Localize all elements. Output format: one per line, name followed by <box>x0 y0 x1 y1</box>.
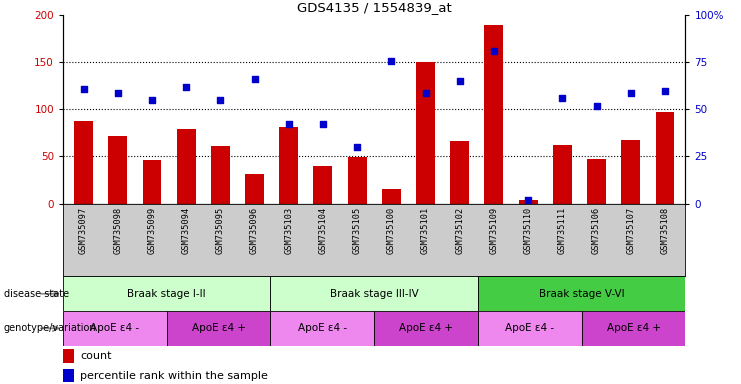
Point <box>556 95 568 101</box>
Text: GSM735106: GSM735106 <box>592 207 601 254</box>
Bar <box>279 127 298 204</box>
Text: Braak stage V-VI: Braak stage V-VI <box>539 289 625 299</box>
Text: GSM735110: GSM735110 <box>524 207 533 254</box>
Point <box>659 88 671 94</box>
Text: GSM735101: GSM735101 <box>421 207 430 254</box>
Text: GSM735096: GSM735096 <box>250 207 259 254</box>
Text: Braak stage I-II: Braak stage I-II <box>127 289 206 299</box>
Bar <box>485 25 503 204</box>
Bar <box>63 276 270 311</box>
Title: GDS4135 / 1554839_at: GDS4135 / 1554839_at <box>297 1 451 14</box>
Bar <box>176 129 196 204</box>
Bar <box>348 157 367 204</box>
Bar <box>63 349 74 363</box>
Text: GSM735108: GSM735108 <box>660 207 669 254</box>
Point <box>488 48 500 54</box>
Text: GSM735100: GSM735100 <box>387 207 396 254</box>
Text: Braak stage III-IV: Braak stage III-IV <box>330 289 419 299</box>
Text: ApoE ε4 -: ApoE ε4 - <box>298 323 347 333</box>
Point <box>248 76 260 83</box>
Bar <box>63 369 74 382</box>
Text: GSM735097: GSM735097 <box>79 207 88 254</box>
Bar <box>587 159 606 204</box>
Text: ApoE ε4 +: ApoE ε4 + <box>607 323 660 333</box>
Bar <box>478 311 582 346</box>
Bar <box>270 311 374 346</box>
Bar <box>142 160 162 204</box>
Bar <box>451 141 469 204</box>
Text: GSM735094: GSM735094 <box>182 207 190 254</box>
Text: GSM735102: GSM735102 <box>455 207 464 254</box>
Point <box>214 97 226 103</box>
Point <box>180 84 192 90</box>
Text: GSM735109: GSM735109 <box>489 207 499 254</box>
Text: GSM735099: GSM735099 <box>147 207 156 254</box>
Bar <box>553 145 572 204</box>
Point <box>146 97 158 103</box>
Bar <box>211 146 230 204</box>
Text: GSM735098: GSM735098 <box>113 207 122 254</box>
Bar <box>656 112 674 204</box>
Text: ApoE ε4 +: ApoE ε4 + <box>399 323 453 333</box>
Bar <box>270 276 478 311</box>
Point <box>522 197 534 203</box>
Bar <box>108 136 127 204</box>
Text: ApoE ε4 -: ApoE ε4 - <box>90 323 139 333</box>
Point <box>591 103 602 109</box>
Text: GSM735103: GSM735103 <box>285 207 293 254</box>
Point <box>385 58 397 64</box>
Text: percentile rank within the sample: percentile rank within the sample <box>81 371 268 381</box>
Bar <box>167 311 270 346</box>
Text: ApoE ε4 +: ApoE ε4 + <box>192 323 245 333</box>
Text: GSM735105: GSM735105 <box>353 207 362 254</box>
Bar <box>621 141 640 204</box>
Bar <box>374 311 478 346</box>
Point <box>351 144 363 150</box>
Point <box>453 78 465 84</box>
Bar <box>478 276 685 311</box>
Bar <box>74 121 93 204</box>
Bar <box>416 62 435 204</box>
Bar <box>382 189 401 204</box>
Point <box>112 89 124 96</box>
Text: GSM735104: GSM735104 <box>319 207 328 254</box>
Point <box>625 89 637 96</box>
Point <box>419 89 431 96</box>
Point <box>283 121 295 127</box>
Bar <box>63 311 167 346</box>
Text: GSM735111: GSM735111 <box>558 207 567 254</box>
Point <box>317 121 329 127</box>
Text: count: count <box>81 351 112 361</box>
Text: GSM735095: GSM735095 <box>216 207 225 254</box>
Point <box>78 86 90 92</box>
Bar <box>519 200 537 204</box>
Bar <box>582 311 685 346</box>
Text: ApoE ε4 -: ApoE ε4 - <box>505 323 554 333</box>
Text: GSM735107: GSM735107 <box>626 207 635 254</box>
Text: genotype/variation: genotype/variation <box>4 323 96 333</box>
Bar <box>313 166 332 204</box>
Bar <box>245 174 264 204</box>
Text: disease state: disease state <box>4 289 69 299</box>
